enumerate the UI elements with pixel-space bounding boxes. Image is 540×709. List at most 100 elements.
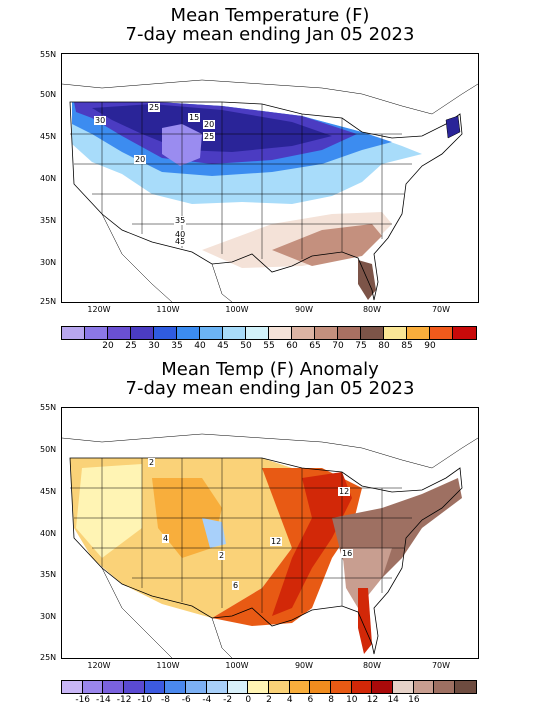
bottom-lat-label-45: 45N [40, 487, 57, 496]
top-map-label-9: 45 [174, 237, 187, 246]
top-colorbar-label: 40 [194, 341, 206, 351]
bottom-band-darkred [272, 472, 352, 616]
top-lon-label-110W: 110W [156, 305, 180, 314]
top-colorbar-label: 45 [217, 341, 229, 351]
top-maine [445, 115, 461, 139]
top-mexico-coast [101, 213, 233, 302]
top-title-line1: Mean Temperature (F) [170, 5, 370, 26]
bottom-lat-label-25: 25N [40, 653, 57, 662]
bottom-colorbar-swatch [206, 681, 228, 693]
bottom-colorbar-label: -10 [137, 695, 153, 705]
top-map: 25 15 20 25 30 20 35 40 45 [61, 53, 479, 303]
top-colorbar-label: 90 [424, 341, 436, 351]
bottom-colorbar-label: -2 [223, 695, 233, 705]
bottom-colorbar-label: 0 [245, 695, 252, 705]
top-map-label-5: 30 [94, 116, 107, 125]
bottom-colorbar-swatch [124, 681, 145, 693]
bottom-colorbar-label: -12 [116, 695, 132, 705]
top-lon-label-120W: 120W [87, 305, 111, 314]
top-lon-label-100W: 100W [225, 305, 249, 314]
top-colorbar-swatch [200, 327, 223, 339]
bottom-lat-label-50: 50N [40, 445, 57, 454]
top-band-florida [358, 260, 376, 300]
bottom-colorbar-swatch [330, 681, 352, 693]
top-colorbar-label: 65 [309, 341, 321, 351]
bottom-colorbar-swatch [372, 681, 393, 693]
bottom-band-florida [358, 588, 372, 654]
bottom-colorbar-swatch [351, 681, 373, 693]
top-lat-label-35: 35N [40, 216, 57, 225]
top-colorbar-label: 35 [171, 341, 183, 351]
bottom-map-label-6: 12 [338, 487, 351, 496]
bottom-lon-label-80W: 80W [362, 661, 382, 670]
bottom-colorbar-label: 8 [328, 695, 334, 705]
top-colorbar-label: 30 [148, 341, 160, 351]
bottom-colorbar-label: 14 [387, 695, 399, 705]
bottom-colorbar-label: 16 [408, 695, 420, 705]
top-map-label-2: 15 [188, 113, 201, 122]
top-colorbar-label: 20 [102, 341, 114, 351]
top-colorbar [61, 326, 477, 340]
top-colorbar-label: 60 [286, 341, 298, 351]
top-colorbar-swatch [338, 327, 361, 339]
bottom-colorbar-label: -8 [161, 695, 170, 705]
bottom-colorbar-label: -6 [181, 695, 191, 705]
bottom-map-label-1: 2 [148, 458, 156, 467]
bottom-colorbar-label: 4 [286, 695, 293, 705]
bottom-colorbar-label: -16 [75, 695, 91, 705]
bottom-map-label-2: 4 [162, 534, 170, 543]
top-colorbar-swatch [384, 327, 407, 339]
bottom-lon-label-100W: 100W [225, 661, 249, 670]
top-map-label-1: 25 [148, 103, 161, 112]
bottom-lat-label-30: 30N [40, 612, 57, 621]
bottom-colorbar-label: 12 [366, 695, 379, 705]
top-colorbar-label: 80 [378, 341, 390, 351]
bottom-title-line1: Mean Temp (F) Anomaly [161, 359, 379, 380]
top-colorbar-label: 50 [240, 341, 252, 351]
top-colorbar-swatch [131, 327, 154, 339]
top-colorbar-swatch [361, 327, 384, 339]
top-colorbar-label: 25 [125, 341, 137, 351]
top-colorbar-swatch [407, 327, 430, 339]
bottom-mexico-coast [101, 567, 233, 658]
top-lat-label-25: 25N [40, 297, 57, 306]
top-map-label-6: 20 [134, 155, 147, 164]
top-map-label-3: 20 [203, 120, 216, 129]
top-canada-coast [62, 79, 478, 115]
bottom-colorbar-swatch [434, 681, 456, 693]
top-colorbar-swatch [177, 327, 200, 339]
top-lat-label-30: 30N [40, 258, 57, 267]
top-map-svg [62, 79, 478, 302]
top-colorbar-swatch [223, 327, 246, 339]
bottom-colorbar-swatch [144, 681, 166, 693]
top-colorbar-swatch [246, 327, 269, 339]
bottom-colorbar-swatch [62, 681, 83, 693]
bottom-colorbar-swatch [393, 681, 414, 693]
bottom-colorbar-swatch [289, 681, 311, 693]
top-lon-label-90W: 90W [294, 305, 314, 314]
bottom-canada-coast [62, 433, 478, 469]
top-colorbar-swatch [292, 327, 315, 339]
bottom-lat-label-35: 35N [40, 570, 57, 579]
top-colorbar-label: 75 [355, 341, 367, 351]
top-colorbar-swatch [430, 327, 453, 339]
bottom-colorbar-swatch [165, 681, 187, 693]
bottom-lon-label-110W: 110W [156, 661, 180, 670]
bottom-colorbar-swatch [103, 681, 125, 693]
top-title-line2: 7-day mean ending Jan 05 2023 [125, 24, 415, 45]
bottom-colorbar-label: -4 [202, 695, 212, 705]
bottom-colorbar-swatch [268, 681, 290, 693]
bottom-colorbar-swatch [248, 681, 269, 693]
top-lat-label-55: 55N [40, 50, 57, 59]
bottom-colorbar-swatch [310, 681, 331, 693]
bottom-title-line2: 7-day mean ending Jan 05 2023 [125, 378, 415, 399]
top-colorbar-label: 55 [263, 341, 275, 351]
bottom-colorbar-swatch [186, 681, 207, 693]
bottom-lon-label-90W: 90W [294, 661, 314, 670]
bottom-colorbar-label: 2 [266, 695, 272, 705]
bottom-lat-label-40: 40N [40, 529, 57, 538]
bottom-map: 2 4 2 12 6 12 16 [61, 407, 479, 659]
top-colorbar-swatch [108, 327, 131, 339]
top-map-label-7: 35 [174, 216, 187, 225]
bottom-colorbar-swatch [455, 681, 476, 693]
